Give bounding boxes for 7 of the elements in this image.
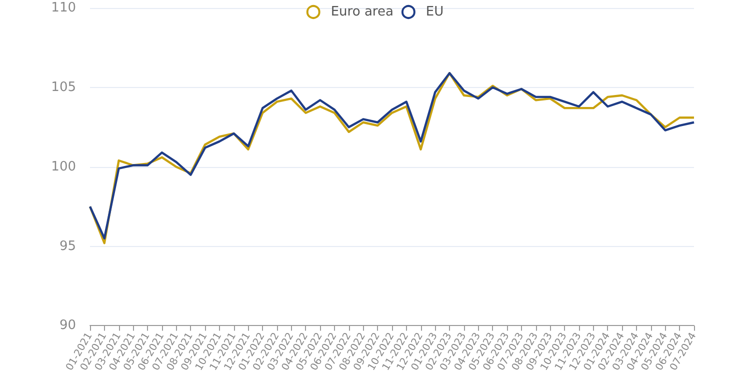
legend-label: EU bbox=[426, 4, 444, 20]
y-tick-label: 110 bbox=[51, 0, 76, 16]
y-tick-label: 95 bbox=[59, 238, 76, 254]
y-tick-label: 105 bbox=[51, 80, 76, 95]
legend-label: Euro area bbox=[330, 4, 394, 20]
y-tick-label: 90 bbox=[59, 318, 76, 334]
y-tick-label: 100 bbox=[51, 159, 76, 174]
